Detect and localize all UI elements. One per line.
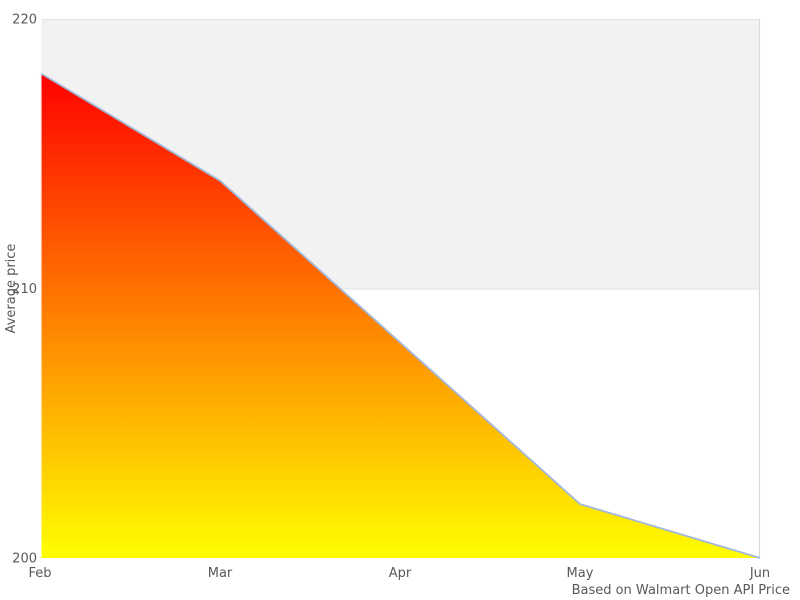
x-tick-label-apr: Apr (389, 566, 412, 581)
x-tick-label-jun: Jun (749, 566, 770, 581)
plot-area: 200 210 220 Feb Mar Apr May Jun Average price (4, 13, 770, 582)
y-axis-title: Average price (4, 244, 19, 334)
x-tick-label-mar: Mar (208, 566, 233, 581)
y-tick-label-200: 200 (12, 552, 37, 567)
chart-caption: Based on Walmart Open API Price (572, 583, 790, 598)
y-tick-label-220: 220 (12, 13, 37, 28)
y-tick-label-210: 210 (12, 282, 37, 297)
area-series (40, 72, 760, 559)
x-tick-label-may: May (567, 566, 594, 581)
x-tick-label-feb: Feb (28, 566, 51, 581)
series-line (39, 72, 761, 559)
